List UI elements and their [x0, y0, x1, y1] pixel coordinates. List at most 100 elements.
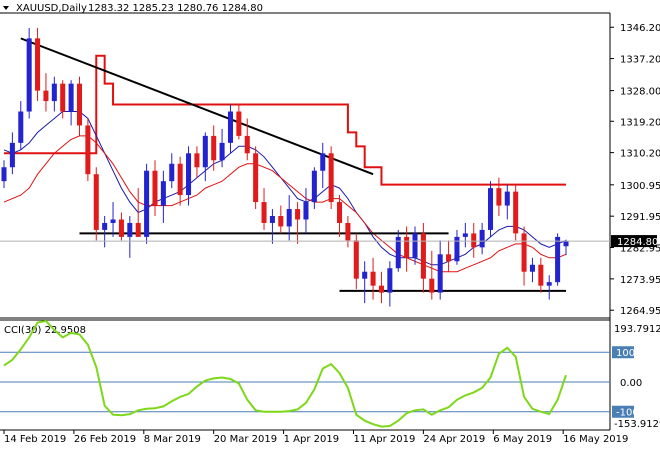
chart-menu-arrow-icon[interactable]: [3, 6, 9, 10]
candle-12: [102, 216, 108, 248]
candle-body-37: [311, 170, 317, 203]
candle-body-64: [538, 264, 544, 286]
candle-body-34: [286, 209, 292, 227]
candle-body-59: [496, 188, 502, 206]
candle-body-40: [337, 202, 343, 223]
candle-body-15: [127, 222, 133, 237]
envelope-upper-line: [4, 54, 566, 186]
price-tick-label-5: 1300.95: [620, 181, 660, 192]
candle-26: [219, 128, 225, 168]
candle-body-10: [85, 125, 91, 175]
current-price-label: 1284.80: [617, 237, 658, 248]
cci-level-label-1: 0.00: [620, 378, 642, 389]
date-label-2: 8 Mar 2019: [144, 434, 201, 445]
candle-body-56: [471, 233, 477, 248]
trendline-0: [20, 37, 374, 176]
candle-body-21: [177, 163, 183, 196]
candle-49: [412, 226, 418, 265]
candle-body-17: [144, 170, 150, 237]
candle-52: [437, 240, 443, 300]
price-tick-label-0: 1346.20: [620, 23, 660, 34]
candle-body-25: [211, 135, 217, 161]
trendlines-layer: [20, 37, 566, 292]
price-tick-label-9: 1264.95: [620, 306, 660, 317]
price-tick-label-1: 1337.20: [620, 55, 660, 66]
candle-body-19: [160, 181, 166, 206]
date-axis: 14 Feb 2019 26 Feb 2019 8 Mar 2019 20 Mar 2…: [3, 430, 628, 445]
candle-body-9: [76, 83, 83, 126]
candle-43: [362, 261, 368, 304]
candle-11: [93, 167, 99, 241]
candle-59: [496, 177, 502, 216]
candle-5: [43, 73, 49, 112]
candle-63: [529, 257, 535, 283]
candle-34: [286, 195, 292, 241]
date-label-3: 20 Mar 2019: [214, 434, 277, 445]
candle-body-58: [487, 188, 494, 230]
candle-body-66: [555, 236, 561, 283]
candle-23: [194, 146, 200, 178]
cci-line-layer: [3, 319, 567, 428]
candle-body-4: [35, 38, 41, 91]
candle-44: [370, 257, 376, 300]
candle-body-1: [9, 142, 15, 168]
candle-10: [85, 118, 91, 182]
candle-body-39: [328, 153, 334, 203]
candle-body-0: [1, 167, 7, 182]
candle-body-31: [261, 202, 267, 223]
price-tick-label-6: 1291.95: [620, 212, 660, 223]
candle-body-33: [278, 216, 284, 227]
cci-label: CCI(30) 22.9508: [4, 325, 86, 336]
cci-line: [3, 319, 567, 428]
candle-16: [135, 188, 141, 237]
candle-61: [513, 184, 519, 241]
candle-28: [236, 104, 242, 140]
cci-levels: 100 0.00 -100: [0, 346, 642, 419]
candle-body-53: [446, 254, 452, 262]
candle-body-67: [563, 241, 569, 247]
candle-40: [337, 195, 343, 237]
date-label-0: 14 Feb 2019: [4, 434, 66, 445]
cci-top-label: 193.7912: [614, 324, 660, 335]
candle-1: [9, 132, 15, 175]
candle-body-7: [60, 83, 66, 112]
candle-47: [395, 229, 401, 272]
candle-33: [278, 205, 284, 234]
candle-body-23: [194, 153, 200, 168]
candle-48: [404, 226, 410, 272]
candle-body-12: [102, 222, 108, 230]
price-tick-label-4: 1310.20: [620, 149, 660, 160]
candle-2: [18, 101, 24, 150]
candle-4: [35, 27, 41, 102]
candle-32: [269, 209, 275, 244]
candle-27: [227, 104, 233, 154]
moving-averages-layer: [3, 111, 567, 273]
candle-body-44: [370, 271, 376, 286]
candle-body-38: [320, 153, 326, 171]
candle-22: [186, 146, 192, 206]
candle-body-11: [93, 174, 99, 230]
candle-body-24: [202, 135, 208, 168]
candle-46: [387, 261, 393, 307]
candle-45: [378, 271, 384, 304]
candle-body-63: [529, 264, 535, 272]
candle-17: [144, 163, 150, 244]
candle-body-50: [420, 233, 426, 279]
date-label-8: 16 May 2019: [563, 434, 628, 445]
candle-55: [462, 222, 468, 248]
candle-0: [1, 160, 7, 189]
candle-51: [429, 250, 435, 300]
candle-14: [118, 212, 124, 241]
candle-body-43: [362, 271, 368, 279]
candle-39: [328, 146, 334, 210]
cci-bottom-label: -153.9129: [614, 419, 660, 430]
candle-50: [420, 222, 426, 293]
candle-21: [177, 156, 183, 206]
candle-body-47: [395, 236, 401, 269]
candle-body-5: [43, 90, 49, 102]
price-tick-label-3: 1319.20: [620, 117, 660, 128]
candle-body-57: [479, 229, 485, 248]
candle-62: [521, 226, 527, 286]
